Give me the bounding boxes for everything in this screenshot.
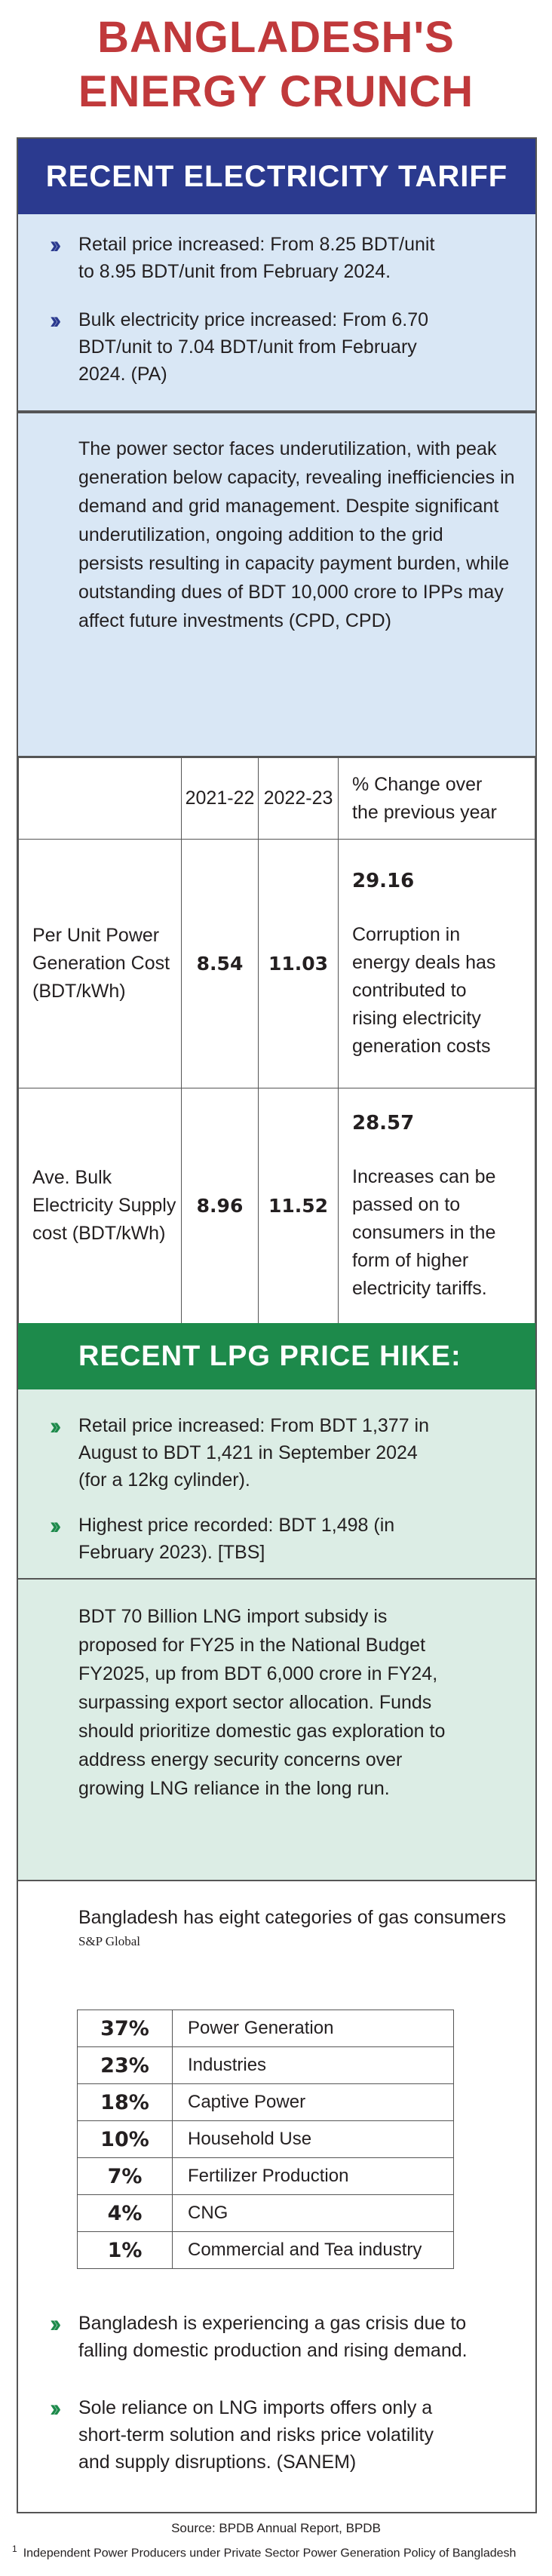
percent-change: 29.16 bbox=[352, 869, 415, 892]
table-header-row: 2021-22 2022-23 % Change over the previo… bbox=[18, 757, 535, 840]
double-chevron-right-icon: ›› bbox=[50, 2394, 62, 2421]
infographic-frame: RECENT ELECTRICITY TARIFF HIKE: ›› Retai… bbox=[17, 137, 537, 2513]
tariff-table: 2021-22 2022-23 % Change over the previo… bbox=[18, 757, 535, 1324]
table-row: Ave. Bulk Electricity Supply cost (BDT/k… bbox=[18, 1088, 535, 1324]
change-cell: 28.57 Increases can be passed on to cons… bbox=[338, 1088, 535, 1324]
footnote-text: Independent Power Producers under Privat… bbox=[23, 2547, 517, 2560]
table-row: 4% CNG bbox=[77, 2194, 454, 2232]
value-2022-23: 11.03 bbox=[258, 839, 339, 1088]
table-row: 10% Household Use bbox=[77, 2120, 454, 2158]
gas-bullet-1: ›› Bangladesh is experiencing a gas cris… bbox=[50, 2310, 468, 2361]
double-chevron-right-icon: ›› bbox=[50, 231, 62, 258]
footnote-mark: 1 bbox=[12, 2544, 17, 2554]
table-header-2021-22: 2021-22 bbox=[181, 757, 259, 840]
row-label: Ave. Bulk Electricity Supply cost (BDT/k… bbox=[18, 1088, 182, 1324]
value-2021-22: 8.96 bbox=[181, 1088, 259, 1324]
value-2021-22: 8.54 bbox=[181, 839, 259, 1088]
title-line-1: BANGLADESH'S bbox=[97, 13, 455, 62]
electricity-paragraph: The power sector faces underutilization,… bbox=[78, 438, 515, 631]
title-line-2: ENERGY CRUNCH bbox=[78, 67, 474, 116]
lpg-paragraph-panel: BDT 70 Billion LNG import subsidy is pro… bbox=[18, 1580, 535, 1881]
gas-consumers-section: Bangladesh has eight categories of gas c… bbox=[18, 1881, 535, 2512]
double-chevron-right-icon: ›› bbox=[50, 1512, 62, 1539]
table-row: 18% Captive Power bbox=[77, 2083, 454, 2121]
table-header-empty bbox=[18, 757, 182, 840]
double-chevron-right-icon: ›› bbox=[50, 1412, 62, 1439]
electricity-bullet-1: ›› Retail price increased: From 8.25 BDT… bbox=[50, 231, 435, 282]
table-row: 7% Fertilizer Production bbox=[77, 2157, 454, 2195]
value-2022-23: 11.52 bbox=[258, 1088, 339, 1324]
electricity-heading: RECENT ELECTRICITY TARIFF HIKE: bbox=[18, 139, 535, 269]
table-row: 1% Commercial and Tea industry bbox=[77, 2231, 454, 2269]
percent-change: 28.57 bbox=[352, 1111, 415, 1134]
table-row: 23% Industries bbox=[77, 2046, 454, 2084]
gas-consumers-table: 37% Power Generation 23% Industries 18% Cap… bbox=[77, 2010, 454, 2269]
table-header-change: % Change over the previous year bbox=[338, 757, 535, 840]
lpg-paragraph: BDT 70 Billion LNG import subsidy is pro… bbox=[78, 1606, 446, 1799]
lpg-bullet-1: ›› Retail price increased: From BDT 1,37… bbox=[50, 1412, 430, 1491]
gas-intro: Bangladesh has eight categories of gas c… bbox=[78, 1907, 507, 1928]
electricity-bullet-2: ›› Bulk electricity price increased: Fro… bbox=[50, 306, 429, 385]
double-chevron-right-icon: ›› bbox=[50, 306, 62, 333]
footnote: 1 Independent Power Producers under Priva… bbox=[12, 2544, 516, 2560]
lpg-bullet-2: ›› Highest price recorded: BDT 1,498 (in… bbox=[50, 1512, 395, 1563]
electricity-bullets-panel: ›› Retail price increased: From 8.25 BDT… bbox=[18, 214, 535, 412]
lpg-bullets-panel: ›› Retail price increased: From BDT 1,37… bbox=[18, 1389, 535, 1580]
table-header-2022-23: 2022-23 bbox=[258, 757, 339, 840]
row-label: Per Unit Power Generation Cost (BDT/kWh) bbox=[18, 839, 182, 1088]
lpg-heading: RECENT LPG PRICE HIKE: bbox=[18, 1323, 535, 1389]
change-cell: 29.16 Corruption in energy deals has con… bbox=[338, 839, 535, 1088]
table-row: Per Unit Power Generation Cost (BDT/kWh)… bbox=[18, 839, 535, 1088]
gas-intro-source: S&P Global bbox=[78, 1934, 141, 1948]
gas-bullet-2: ›› Sole reliance on LNG imports offers o… bbox=[50, 2394, 434, 2473]
double-chevron-right-icon: ›› bbox=[50, 2310, 62, 2337]
page-title: BANGLADESH'S ENERGY CRUNCH bbox=[0, 11, 552, 119]
table-row: 37% Power Generation bbox=[77, 2010, 454, 2047]
electricity-paragraph-panel: The power sector faces underutilization,… bbox=[18, 412, 535, 757]
source-note: Source: BPDB Annual Report, BPDB bbox=[171, 2521, 381, 2535]
